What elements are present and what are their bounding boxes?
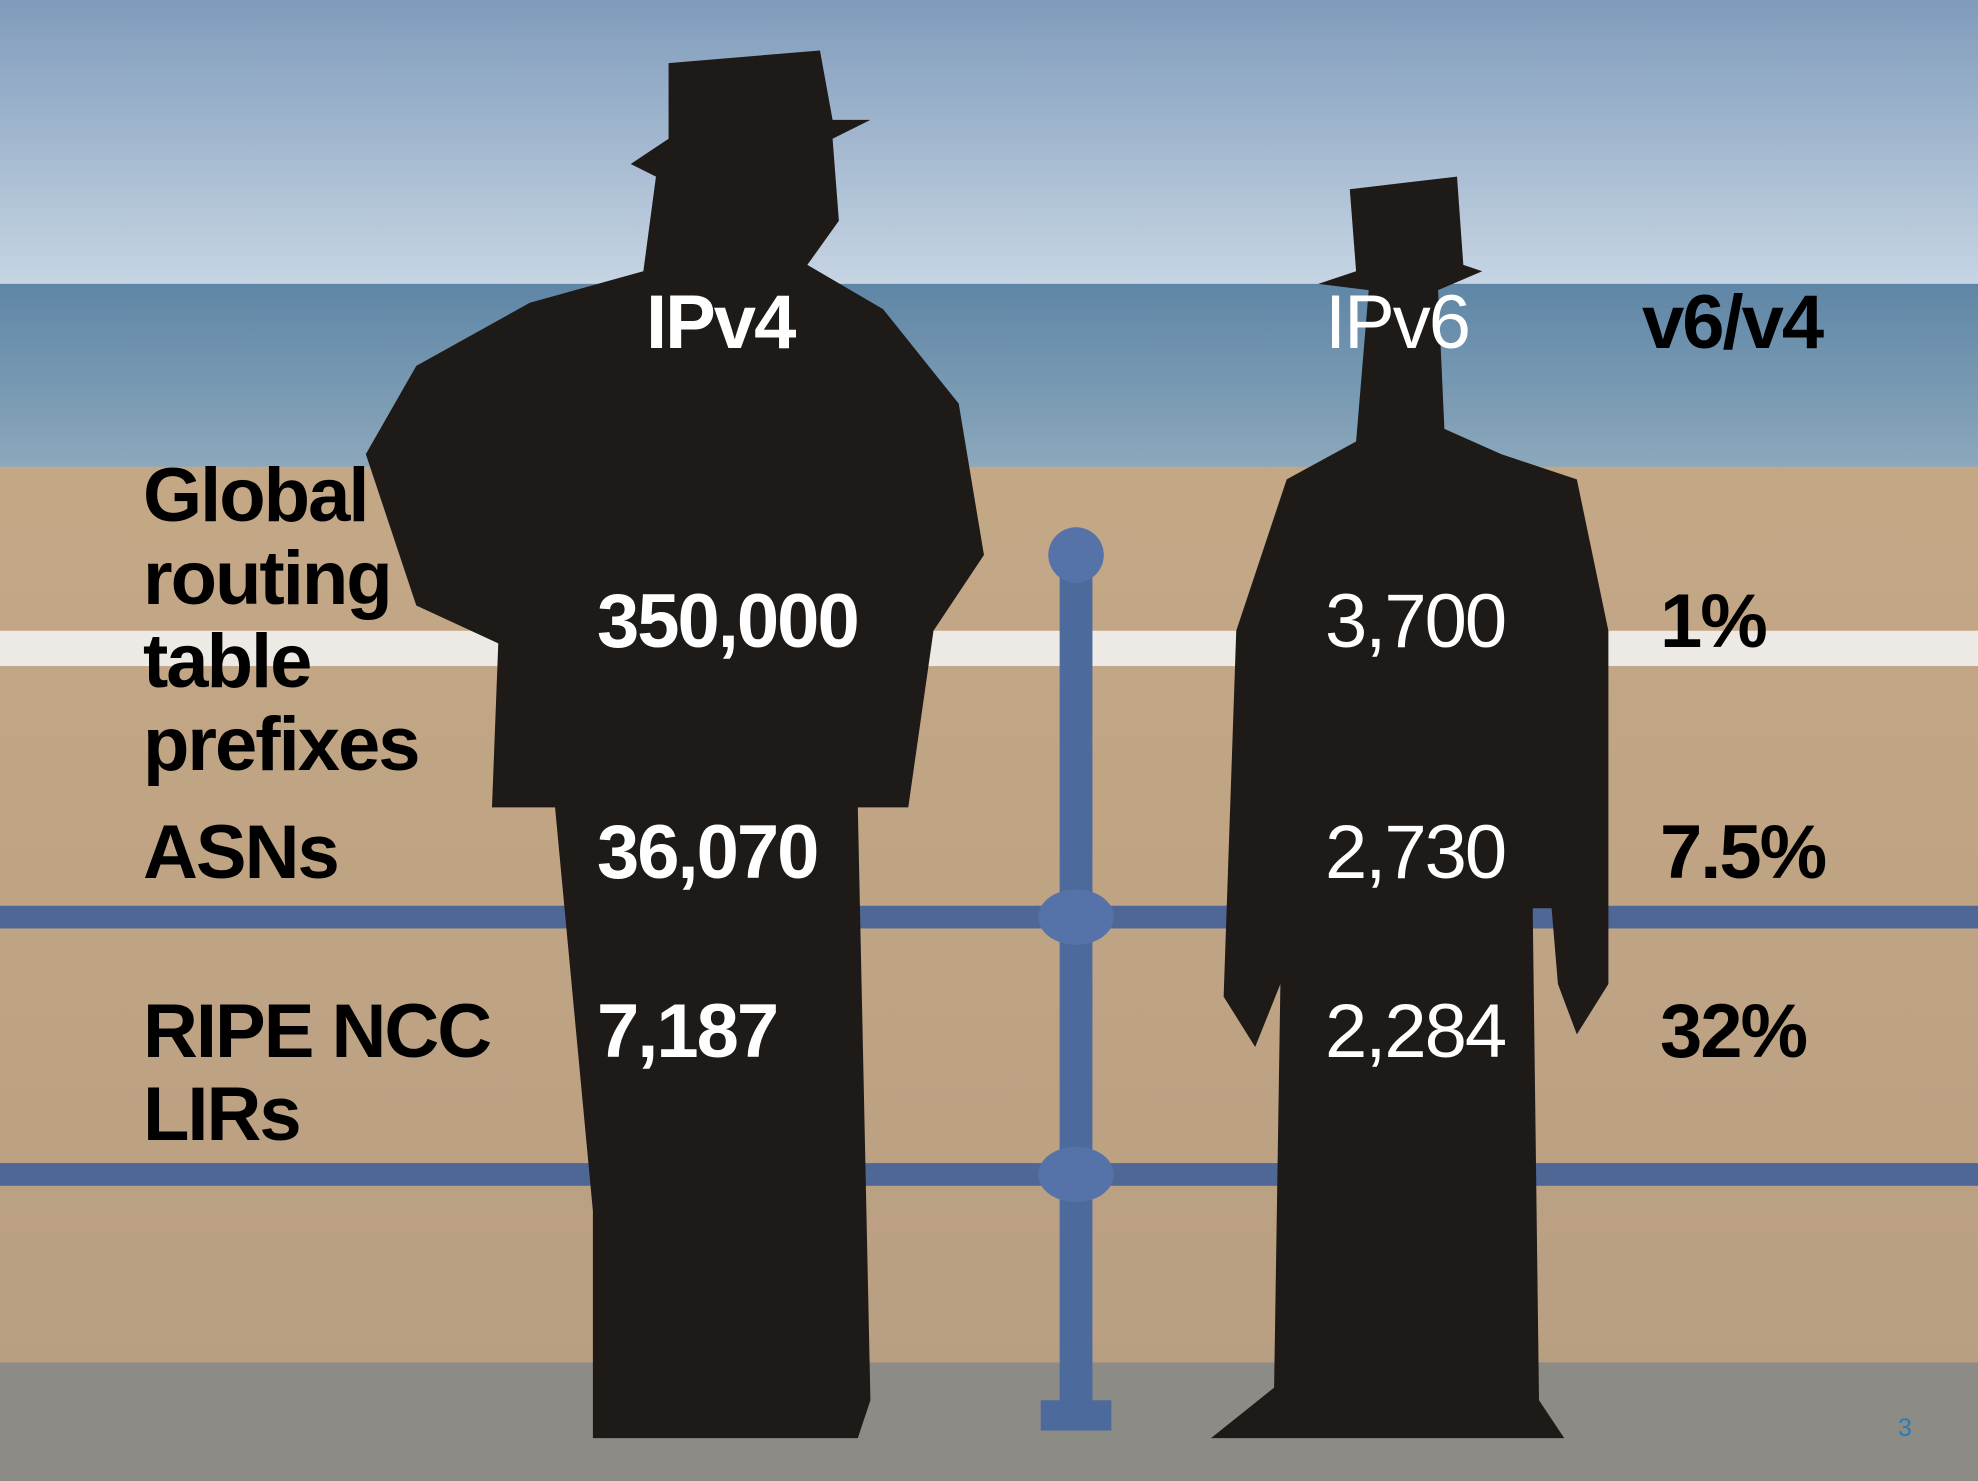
ipv4-value: 350,000	[597, 580, 858, 663]
ratio-value: 7.5%	[1660, 811, 1825, 894]
ipv6-value: 2,284	[1325, 990, 1505, 1073]
slide: IPv4 IPv6 v6/v4 Global routing table pre…	[0, 0, 1978, 1481]
column-header: IPv6	[1325, 281, 1469, 364]
column-header: v6/v4	[1642, 281, 1822, 364]
ipv6-value: 3,700	[1325, 580, 1505, 663]
column-header: IPv4	[646, 281, 794, 364]
row-label: ASNs	[143, 811, 543, 894]
ipv4-value: 36,070	[597, 811, 817, 894]
row-label: Global routing table prefixes	[143, 454, 543, 786]
page-number: 3	[1898, 1414, 1912, 1443]
ratio-value: 32%	[1660, 990, 1806, 1073]
ipv6-value: 2,730	[1325, 811, 1505, 894]
ipv4-value: 7,187	[597, 990, 777, 1073]
ratio-value: 1%	[1660, 580, 1766, 663]
row-label: RIPE NCC LIRs	[143, 990, 543, 1156]
